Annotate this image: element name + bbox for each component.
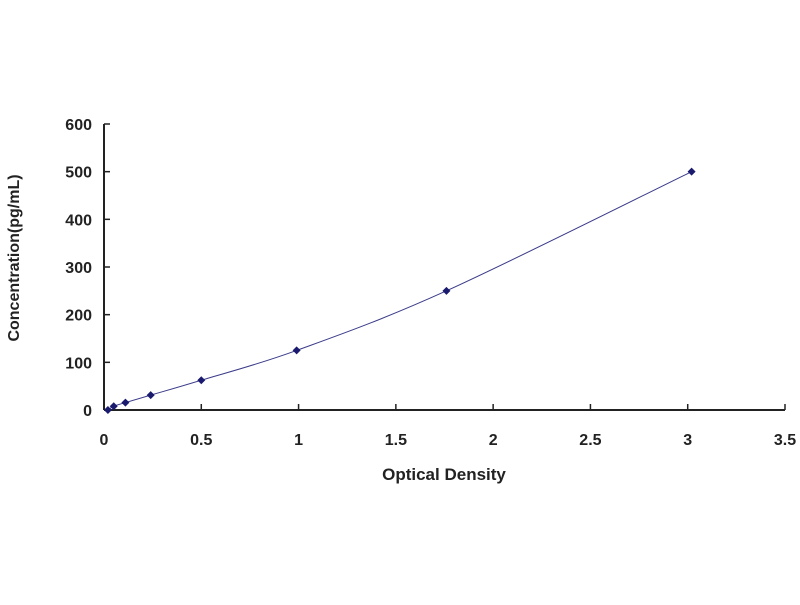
x-tick-label: 0.5 (190, 432, 212, 449)
y-axis-label: Concentration(pg/mL) (6, 174, 23, 341)
data-points (103, 167, 696, 414)
x-tick-label: 3 (683, 432, 692, 449)
data-point (103, 406, 112, 414)
x-tick-label: 0 (100, 432, 109, 449)
data-point (442, 286, 451, 295)
y-tick-label: 0 (83, 403, 92, 420)
y-tick-label: 400 (65, 212, 92, 229)
x-ticks: 0 0.5 1 1.5 2 2.5 3 3.5 (100, 404, 796, 449)
x-tick-label: 2 (489, 432, 498, 449)
y-tick-label: 600 (65, 117, 92, 134)
x-tick-label: 3.5 (774, 432, 796, 449)
data-point (109, 402, 118, 411)
y-ticks: 0 100 200 300 400 500 600 (65, 117, 110, 420)
data-point (687, 167, 696, 176)
y-tick-label: 500 (65, 165, 92, 182)
data-point (292, 346, 301, 355)
axes (103, 124, 785, 411)
x-tick-label: 2.5 (579, 432, 601, 449)
y-tick-label: 100 (65, 355, 92, 372)
x-axis-label: Optical Density (382, 465, 506, 484)
data-point (197, 376, 206, 385)
x-tick-label: 1.5 (385, 432, 407, 449)
y-tick-label: 300 (65, 260, 92, 277)
data-point (121, 398, 130, 407)
data-point (146, 391, 155, 400)
y-tick-label: 200 (65, 308, 92, 325)
fit-curve (107, 171, 692, 411)
x-tick-label: 1 (294, 432, 303, 449)
